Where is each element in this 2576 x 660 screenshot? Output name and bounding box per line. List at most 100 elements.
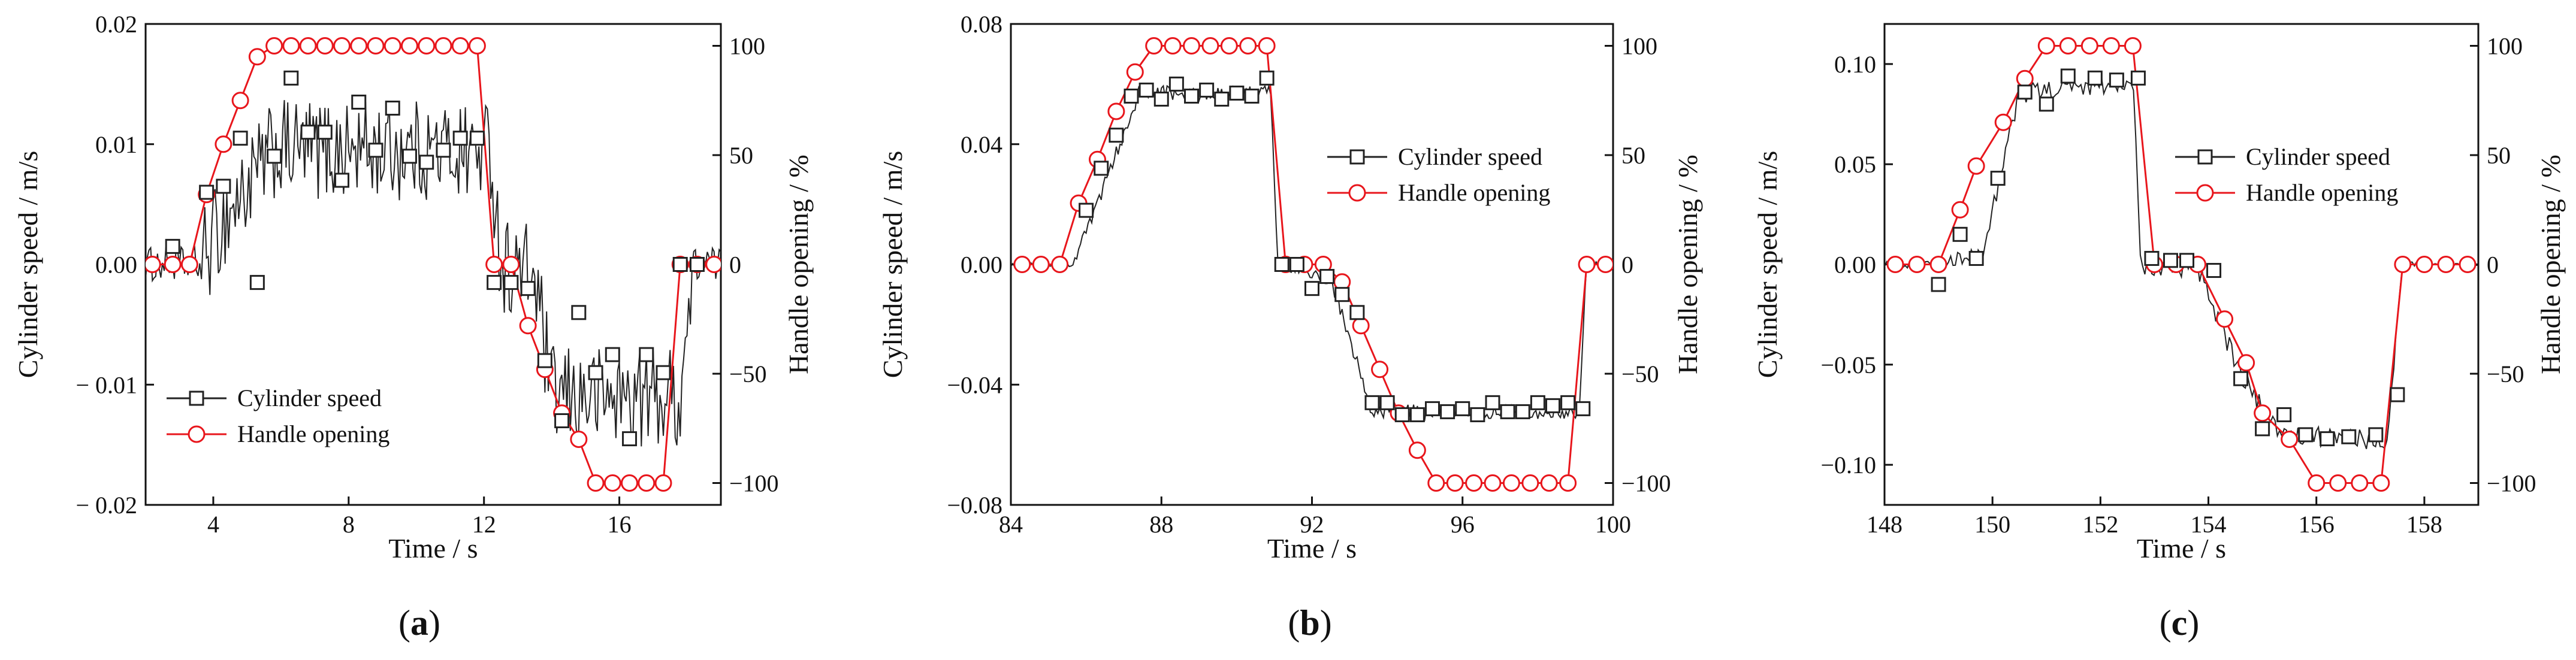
handle-opening-point [2372,474,2390,492]
x-tick-label: 16 [608,511,632,538]
x-tick-label: 8 [343,511,355,538]
handle-opening-point [1183,37,1200,55]
handle-opening-point [1484,474,1502,492]
handle-opening-point [1596,256,1613,273]
chart-panel-b: 84 88 92 96 100 −0.08 −0.04 0.00 0.04 0.08 −100 −50… [877,11,1703,643]
cylinder-speed-point [2017,84,2033,100]
cylinder-speed-point [2144,250,2160,266]
handle-opening-point [418,37,436,55]
x-tick-label: 158 [2406,511,2442,538]
cylinder-speed-point [1214,91,1230,107]
cylinder-speed-point [385,101,400,116]
handle-opening-point [2037,37,2055,55]
x-tick-label: 150 [1974,511,2010,538]
plot-area [146,37,721,492]
y-left-tick-label: −0.08 [947,492,1002,519]
handle-opening-point [1578,256,1596,273]
handle-opening-point [1201,37,1219,55]
y-right-tick-label: 100 [729,33,765,60]
handle-opening-point [2016,69,2034,87]
y-left-tick-label: 0.08 [961,11,1002,38]
cylinder-speed-point [2368,427,2384,443]
cylinder-speed-point [317,125,333,140]
cylinder-speed-point [2390,387,2405,402]
cylinder-speed-point [165,238,180,254]
cylinder-speed-point [2276,407,2292,422]
handle-opening-point [1502,474,1520,492]
x-tick-label: 100 [1595,511,1631,538]
x-tick-label: 148 [1867,511,1902,538]
legend: Cylinder speed Handle opening [1327,143,1550,206]
handle-opening-point [282,37,300,55]
cylinder-speed-point [199,184,215,200]
cylinder-speed-point [1304,281,1319,296]
handle-opening-point [502,256,520,273]
cylinder-speed-point [1425,401,1440,416]
cylinder-speed-point [436,143,451,158]
cylinder-speed-point [2163,253,2178,268]
y-right-tick-label: −100 [2487,470,2536,497]
handle-opening-point [1908,256,1926,273]
cylinder-speed-point [520,281,536,296]
panel-label: (c) [2160,603,2200,643]
legend: Cylinder speed Handle opening [167,385,389,447]
y-left-tick-label: 0.00 [1834,252,1876,278]
handle-opening-point [2059,37,2077,55]
cylinder-speed-point [487,275,502,290]
handle-opening-point [1239,37,1257,55]
cylinder-speed-point [249,275,265,290]
handle-opening-point [1427,474,1445,492]
y-right-tick-label: 0 [1621,252,1633,278]
handle-opening-point [2237,354,2255,372]
handle-opening-point [400,37,418,55]
y-right-tick-label: 50 [729,142,753,169]
cylinder-speed-point [1515,404,1530,419]
y-right-tick-label: −50 [1621,361,1659,387]
handle-opening-point [2394,256,2412,273]
handle-opening-point [2308,474,2326,492]
cylinder-speed-point [1289,257,1304,272]
y-left-tick-label: − 0.01 [76,371,137,398]
panel-label: (a) [398,603,440,643]
cylinder-speed-point [1229,85,1245,101]
y-left-tick-label: 0.01 [95,131,137,158]
handle-opening-point [1126,63,1144,81]
x-tick-label: 12 [472,511,496,538]
handle-opening-point [1994,113,2012,131]
handle-opening-point [1164,37,1182,55]
cylinder-speed-trace [146,100,721,447]
handle-opening-point [2080,37,2098,55]
y-left-axis-label: Cylinder speed / m/s [13,151,43,378]
cylinder-speed-point [656,365,671,380]
cylinder-speed-point [1968,250,1984,266]
legend-handle-label: Handle opening [2246,179,2398,206]
handle-opening-point [215,135,232,153]
y-left-tick-label: −0.04 [947,371,1002,398]
handle-opening-point [2254,404,2272,422]
y-left-axis-label: Cylinder speed / m/s [877,151,908,378]
cylinder-speed-point [1440,404,1455,419]
handle-opening-point [2329,474,2347,492]
cylinder-speed-point [1485,395,1500,410]
y-right-axis-label: Handle opening / % [2535,155,2566,374]
legend-handle-marker [188,425,206,443]
cylinder-speed-point [588,365,603,380]
handle-opening-point [164,256,182,273]
y-left-tick-label: 0.02 [95,11,137,38]
x-tick-label: 88 [1149,511,1173,538]
cylinder-speed-point [1094,161,1109,176]
legend-speed-label: Cylinder speed [2246,143,2390,170]
cylinder-speed-point [1153,91,1169,107]
handle-opening-point [146,256,161,273]
y-left-tick-label: −0.05 [1820,352,1876,379]
x-axis-label: Time / s [388,533,478,564]
cylinder-speed-point [368,143,383,158]
y-right-tick-label: 50 [1621,142,1645,169]
legend: Cylinder speed Handle opening [2175,143,2398,206]
x-tick-label: 96 [1451,511,1475,538]
handle-opening-point [1951,201,1969,219]
cylinder-speed-point [1184,88,1199,104]
cylinder-speed-point [1409,407,1425,422]
cylinder-speed-point [2039,96,2054,112]
y-right-axis-label: Handle opening / % [1672,155,1703,374]
